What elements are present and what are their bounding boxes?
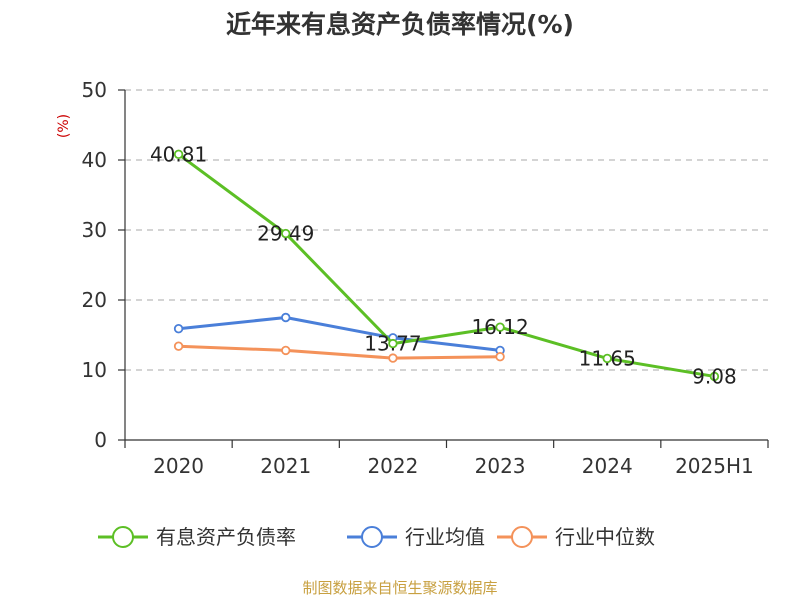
data-point[interactable]: [173, 341, 184, 351]
legend-marker: [361, 526, 383, 548]
x-tick-label: 2021: [260, 454, 311, 478]
data-label: 11.65: [579, 346, 636, 370]
legend: 有息资产负债率 行业均值 行业中位数: [98, 525, 655, 549]
y-unit-label: (%): [56, 114, 72, 138]
data-point[interactable]: [173, 149, 184, 160]
x-tick-label: 2024: [582, 454, 633, 478]
y-tick-label: 10: [82, 358, 107, 382]
chart-title: 近年来有息资产负债率情况(%): [226, 10, 574, 39]
data-point[interactable]: [495, 322, 505, 332]
data-point[interactable]: [173, 324, 184, 334]
data-label: 29.49: [257, 222, 314, 246]
legend-marker: [511, 526, 533, 548]
series-line: [178, 344, 501, 360]
data-point[interactable]: [602, 353, 612, 364]
data-point[interactable]: [281, 312, 291, 323]
data-point[interactable]: [388, 338, 398, 349]
data-labels: 40.81 29.49 13.77 16.12 11.65 9.08: [150, 142, 737, 388]
data-label: 40.81: [150, 142, 207, 166]
y-tick-label: 40: [82, 148, 107, 172]
series-line: [178, 316, 501, 352]
legend-label: 行业均值: [405, 525, 485, 549]
data-point[interactable]: [281, 228, 291, 239]
data-label: 9.08: [692, 364, 737, 388]
x-tick-label: 2025H1: [675, 454, 754, 478]
x-tick-label: 2023: [475, 454, 526, 478]
y-tick-label: 50: [82, 78, 107, 102]
series-2: [173, 341, 505, 363]
legend-label: 有息资产负债率: [156, 525, 296, 549]
data-point[interactable]: [281, 345, 291, 356]
legend-item[interactable]: 行业中位数: [497, 525, 655, 549]
series-0: [173, 149, 720, 382]
legend-item[interactable]: 行业均值: [347, 525, 485, 549]
series-1: [173, 312, 505, 356]
grid: [125, 89, 768, 371]
y-tick-label: 0: [94, 428, 107, 452]
y-tick-label: 30: [82, 218, 107, 242]
legend-item[interactable]: 有息资产负债率: [98, 525, 296, 549]
data-label: 16.12: [471, 315, 528, 339]
x-tick-label: 2022: [367, 454, 418, 478]
axes: 0 10 20 30 40 50 2020 2021 2022 2023 2024 2025H1: [82, 78, 769, 478]
series-line: [177, 153, 715, 378]
data-label: 13.77: [364, 332, 421, 356]
data-point[interactable]: [388, 353, 398, 363]
legend-label: 行业中位数: [555, 525, 655, 549]
series-layer: [173, 149, 720, 382]
legend-marker: [112, 526, 134, 548]
data-point[interactable]: [709, 371, 720, 382]
data-point[interactable]: [495, 352, 505, 362]
source-text: 制图数据来自恒生聚源数据库: [302, 579, 497, 597]
x-tick-label: 2020: [153, 454, 204, 478]
y-tick-label: 20: [82, 288, 107, 312]
